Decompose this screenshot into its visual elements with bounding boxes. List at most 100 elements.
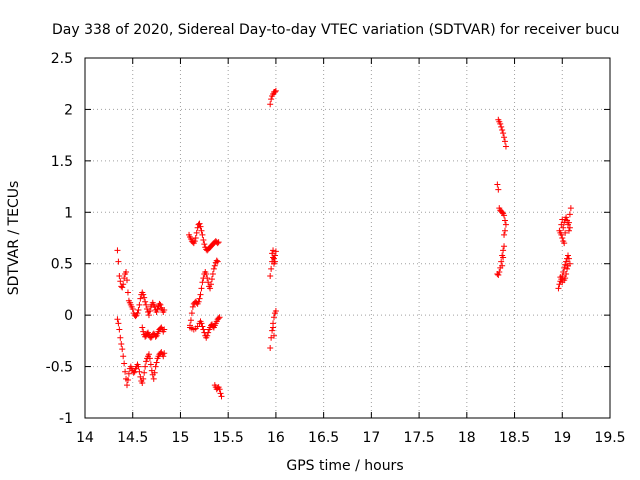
data-point-plus [153, 359, 160, 366]
y-tick-label: -0.5 [46, 360, 73, 376]
data-point-plus [500, 130, 507, 137]
data-point-plus [125, 370, 132, 377]
data-point-plus [161, 350, 168, 357]
data-point-plus [565, 219, 572, 226]
data-point-plus [216, 314, 223, 321]
y-tick-label: 0.5 [51, 257, 73, 273]
data-point-plus [214, 240, 221, 247]
data-point-plus [565, 227, 572, 234]
data-point-plus [152, 333, 159, 340]
data-point-plus [188, 310, 195, 317]
data-point-plus [210, 265, 217, 272]
data-point-plus [498, 123, 505, 130]
data-point-plus [142, 363, 149, 370]
data-point-plus [215, 315, 222, 322]
data-point-plus [208, 281, 214, 288]
x-tick-label: 14 [76, 430, 94, 446]
data-point-plus [146, 308, 153, 315]
data-point-plus [268, 265, 275, 272]
data-point-plus [497, 120, 504, 127]
data-point-plus [142, 298, 149, 305]
data-point-plus [565, 255, 572, 262]
data-point-plus [562, 261, 569, 268]
data-point-plus [124, 277, 130, 284]
data-point-plus [218, 393, 225, 400]
data-point-plus [203, 271, 210, 277]
data-point-plus [502, 143, 509, 150]
data-point-plus [215, 239, 222, 246]
data-point-plus [137, 295, 144, 302]
data-point-plus [216, 386, 223, 393]
data-point-plus [114, 316, 121, 323]
data-point-plus [501, 134, 508, 141]
data-point-plus [198, 227, 205, 234]
data-point-plus [114, 247, 121, 254]
x-tick-label: 17 [362, 430, 380, 446]
data-point-plus [267, 345, 274, 352]
data-point-plus [214, 258, 221, 265]
data-point-plus [270, 247, 277, 254]
data-point-plus [204, 332, 211, 339]
data-point-plus [269, 250, 276, 257]
data-point-plus [271, 332, 277, 339]
data-point-plus [271, 314, 277, 321]
data-point-plus [147, 361, 154, 368]
data-point-plus [132, 313, 139, 320]
data-point-plus [145, 312, 152, 319]
data-point-plus [272, 87, 279, 94]
data-point-plus [205, 329, 212, 336]
data-point-plus [495, 272, 502, 279]
data-point-plus [161, 326, 168, 333]
data-point-plus [502, 138, 508, 145]
data-point-plus [557, 274, 564, 281]
data-point-plus [501, 243, 508, 250]
y-tick-label: 0 [64, 308, 73, 324]
data-point-plus [143, 301, 150, 308]
data-point-plus [271, 258, 278, 265]
data-point-plus [161, 307, 168, 313]
data-point-plus [201, 241, 208, 248]
data-point-plus [567, 205, 574, 212]
data-point-plus [561, 264, 568, 271]
x-tick-label: 19.5 [594, 430, 625, 446]
data-point-plus [271, 88, 278, 95]
data-point-plus [501, 212, 508, 219]
data-point-plus [141, 369, 148, 376]
data-point-plus [117, 334, 124, 341]
data-point-plus [189, 303, 196, 310]
data-point-plus [152, 363, 159, 370]
data-point-plus [197, 291, 204, 298]
data-point-plus [211, 262, 218, 269]
data-point-plus [565, 252, 571, 259]
data-points [114, 87, 574, 400]
data-point-plus [124, 289, 131, 296]
data-point-plus [145, 351, 152, 358]
data-point-plus [209, 271, 216, 277]
data-point-plus [193, 229, 200, 236]
grid-lines [85, 58, 610, 418]
data-point-plus [565, 262, 571, 269]
data-point-plus [194, 224, 201, 231]
data-point-plus [135, 363, 142, 370]
x-tick-labels: 14 14.5 15 15.5 16 16.5 17 17.5 18 18.5 19 19.5 [76, 430, 626, 446]
data-point-plus [115, 258, 122, 265]
data-point-plus [499, 262, 506, 269]
data-point-plus [195, 298, 202, 305]
data-point-plus [500, 254, 507, 261]
data-point-plus [124, 382, 130, 389]
axis-ticks [84, 57, 611, 419]
x-tick-label: 18.5 [499, 430, 530, 446]
y-tick-label: 2 [64, 102, 73, 118]
data-point-plus [267, 101, 274, 108]
data-point-plus [121, 360, 128, 367]
data-point-plus [197, 223, 204, 230]
y-tick-labels: -1 -0.5 0 0.5 1 1.5 2 2.5 [46, 51, 73, 427]
data-point-plus [494, 181, 501, 188]
data-point-plus [115, 320, 122, 327]
data-point-plus [200, 326, 207, 333]
data-point-plus [563, 271, 570, 277]
data-point-plus [208, 276, 215, 283]
data-point-plus [272, 248, 279, 255]
data-point-plus [562, 229, 569, 236]
data-point-plus [500, 247, 507, 254]
